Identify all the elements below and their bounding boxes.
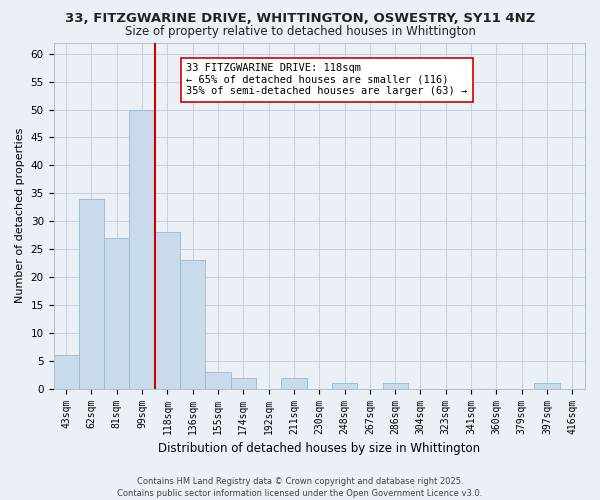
Y-axis label: Number of detached properties: Number of detached properties: [15, 128, 25, 304]
Text: 33 FITZGWARINE DRIVE: 118sqm
← 65% of detached houses are smaller (116)
35% of s: 33 FITZGWARINE DRIVE: 118sqm ← 65% of de…: [187, 64, 467, 96]
X-axis label: Distribution of detached houses by size in Whittington: Distribution of detached houses by size …: [158, 442, 481, 455]
Bar: [79, 199, 104, 388]
Text: 33, FITZGWARINE DRIVE, WHITTINGTON, OSWESTRY, SY11 4NZ: 33, FITZGWARINE DRIVE, WHITTINGTON, OSWE…: [65, 12, 535, 26]
Bar: [205, 372, 230, 388]
Bar: [104, 238, 130, 388]
Bar: [383, 383, 408, 388]
Bar: [155, 232, 180, 388]
Text: Contains HM Land Registry data © Crown copyright and database right 2025.
Contai: Contains HM Land Registry data © Crown c…: [118, 476, 482, 498]
Bar: [130, 110, 155, 388]
Bar: [281, 378, 307, 388]
Text: Size of property relative to detached houses in Whittington: Size of property relative to detached ho…: [125, 25, 475, 38]
Bar: [535, 383, 560, 388]
Bar: [230, 378, 256, 388]
Bar: [180, 260, 205, 388]
Bar: [53, 355, 79, 388]
Bar: [332, 383, 357, 388]
